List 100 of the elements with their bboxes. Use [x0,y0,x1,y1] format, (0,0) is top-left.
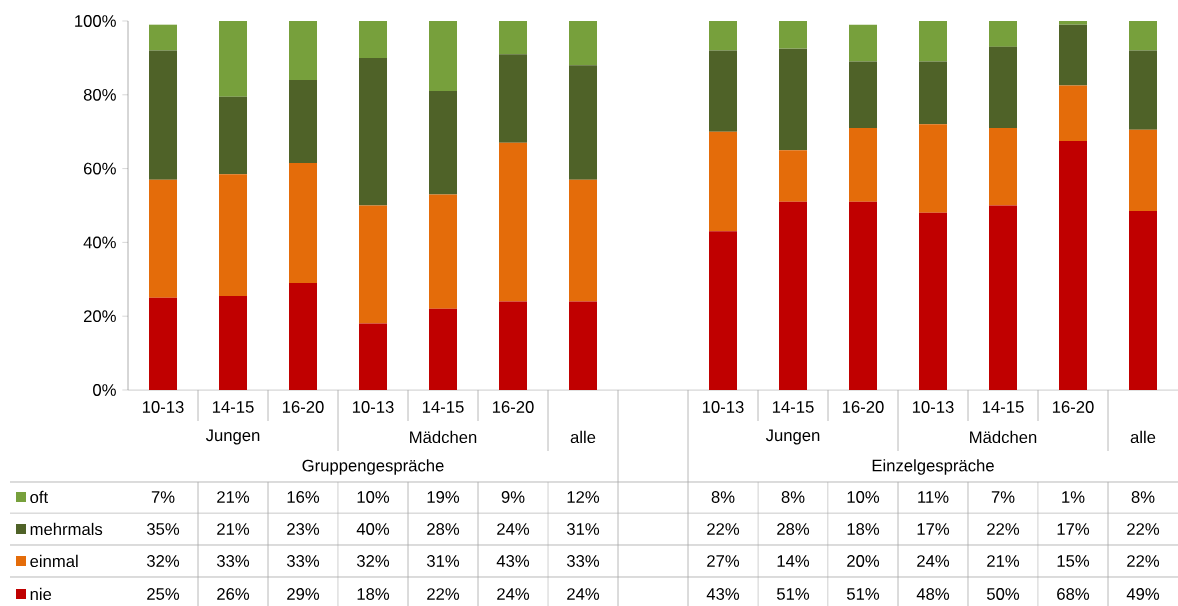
legend-label: mehrmals [30,522,103,536]
legend-label: nie [30,587,52,601]
bar [1129,50,1157,130]
bar [219,174,248,296]
bar [499,142,528,302]
data-label: 24% [917,555,950,567]
text: Gruppengespräche [302,459,444,475]
legend-label: einmal [30,554,78,568]
bar [289,80,318,164]
bar [779,150,807,202]
y-tick-label: 80% [83,88,116,101]
data-label: 23% [287,523,320,535]
data-label: 26% [217,588,250,600]
data-label: 24% [567,588,600,600]
bar [149,297,178,390]
data-label: 51% [846,588,880,600]
data-label: 68% [1057,588,1090,600]
data-label: 49% [1126,588,1160,600]
y-tick-label: 40% [83,236,116,249]
text: alle [570,430,596,444]
data-label: 12% [567,491,600,503]
bar [779,201,807,390]
data-label: 22% [1127,523,1160,535]
bar [989,128,1017,206]
bar [989,20,1017,47]
text: Mädchen [970,430,1037,444]
bar [709,131,737,232]
bar [499,20,528,55]
x-tick-label: 14-15 [982,401,1024,413]
data-label: 21% [987,555,1020,567]
bar [219,20,248,97]
bar [289,163,318,283]
data-label: 28% [427,523,460,535]
bar [219,96,248,175]
bar [289,20,318,81]
bar [779,48,807,151]
bar [919,124,947,213]
data-label: 22% [1127,555,1160,567]
data-label: 16% [287,491,320,503]
data-label: 21% [217,523,250,535]
bar [149,50,178,180]
data-label: 33% [216,555,250,567]
data-label: 43% [706,588,740,600]
data-label: 40% [356,523,390,535]
bar [569,65,598,180]
bar [919,212,947,390]
bar [149,179,178,298]
x-tick-label: 14-15 [772,401,814,413]
data-label: 33% [566,555,600,567]
text: Jungen [765,429,820,445]
data-label: 29% [287,588,320,600]
y-tick-label: 20% [83,310,116,323]
bar [219,295,248,390]
bar [989,205,1017,390]
bar [849,201,877,390]
x-tick-label: 14-15 [422,401,464,413]
bar [1129,211,1157,390]
bar [709,231,737,390]
data-label: 11% [918,491,949,503]
bar [359,20,388,58]
data-label: 17% [917,523,950,535]
data-label: 20% [847,555,880,567]
data-label: 22% [707,523,740,535]
text: alle [1130,430,1156,444]
x-tick-label: 16-20 [842,401,884,413]
data-label: 1% [1062,491,1085,503]
data-label: 43% [496,555,530,567]
data-label: 17% [1057,523,1090,535]
data-label: 22% [427,588,460,600]
data-label: 8% [711,491,735,503]
x-tick-label: 16-20 [282,401,324,413]
data-label: 9% [501,491,525,503]
bar [1129,20,1157,51]
data-label: 14% [777,555,810,567]
data-label: 8% [1131,491,1155,503]
bar [1059,140,1087,390]
bar [779,20,807,49]
data-label: 31% [566,523,600,535]
data-label: 48% [916,588,950,600]
bar [359,323,388,390]
bar [1129,129,1157,212]
bar [569,301,598,390]
bar [709,50,737,132]
data-label: 22% [987,523,1020,535]
bar [849,24,877,62]
bar [919,20,947,62]
bar [429,91,458,195]
bar [569,179,598,302]
bar [989,46,1017,128]
data-label: 7% [151,491,175,503]
y-tick-label: 60% [83,162,116,175]
data-label: 15% [1057,555,1090,567]
data-label: 10% [357,491,390,503]
bar [919,61,947,125]
bar [429,194,458,309]
data-label: 35% [146,523,180,535]
data-label: 51% [776,588,810,600]
data-label: 21% [217,491,250,503]
bar [359,57,388,206]
bar [1059,24,1087,86]
